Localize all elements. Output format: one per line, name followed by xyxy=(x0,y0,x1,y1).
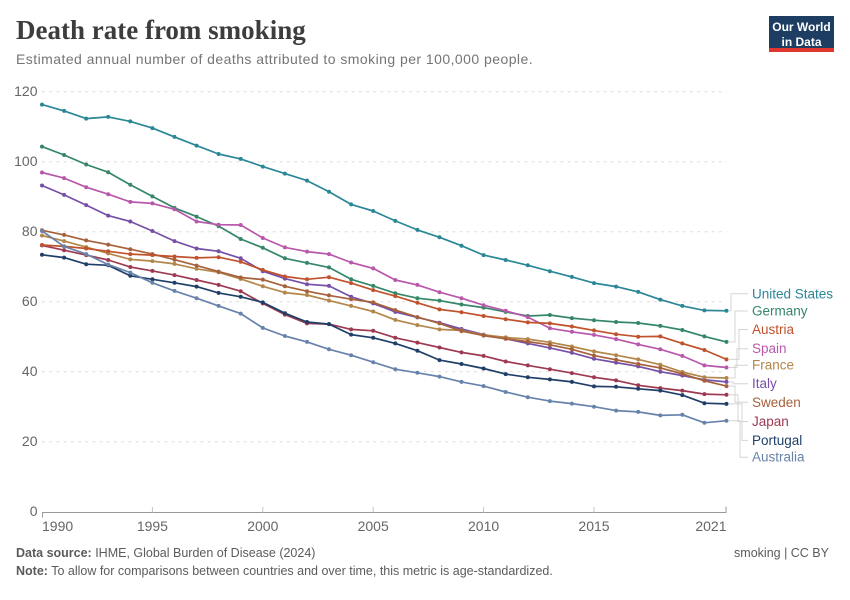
svg-text:1990: 1990 xyxy=(42,518,73,534)
svg-text:Australia: Australia xyxy=(752,450,805,465)
svg-text:Portugal: Portugal xyxy=(752,433,802,448)
svg-text:2015: 2015 xyxy=(578,518,609,534)
svg-text:1995: 1995 xyxy=(137,518,168,534)
svg-text:United States: United States xyxy=(752,286,833,301)
svg-text:2000: 2000 xyxy=(247,518,278,534)
svg-text:Italy: Italy xyxy=(752,376,777,391)
svg-text:40: 40 xyxy=(22,363,38,379)
svg-text:Germany: Germany xyxy=(752,304,808,319)
svg-text:2021: 2021 xyxy=(695,518,726,534)
svg-text:120: 120 xyxy=(14,83,38,99)
svg-text:80: 80 xyxy=(22,223,38,239)
svg-text:100: 100 xyxy=(14,153,38,169)
svg-text:France: France xyxy=(752,358,794,373)
svg-text:20: 20 xyxy=(22,433,38,449)
svg-text:Austria: Austria xyxy=(752,322,795,337)
svg-text:0: 0 xyxy=(30,503,38,519)
svg-text:60: 60 xyxy=(22,293,38,309)
svg-text:2010: 2010 xyxy=(468,518,499,534)
svg-text:Sweden: Sweden xyxy=(752,395,801,410)
svg-text:Japan: Japan xyxy=(752,414,789,429)
svg-text:Spain: Spain xyxy=(752,341,787,356)
svg-text:2005: 2005 xyxy=(358,518,389,534)
